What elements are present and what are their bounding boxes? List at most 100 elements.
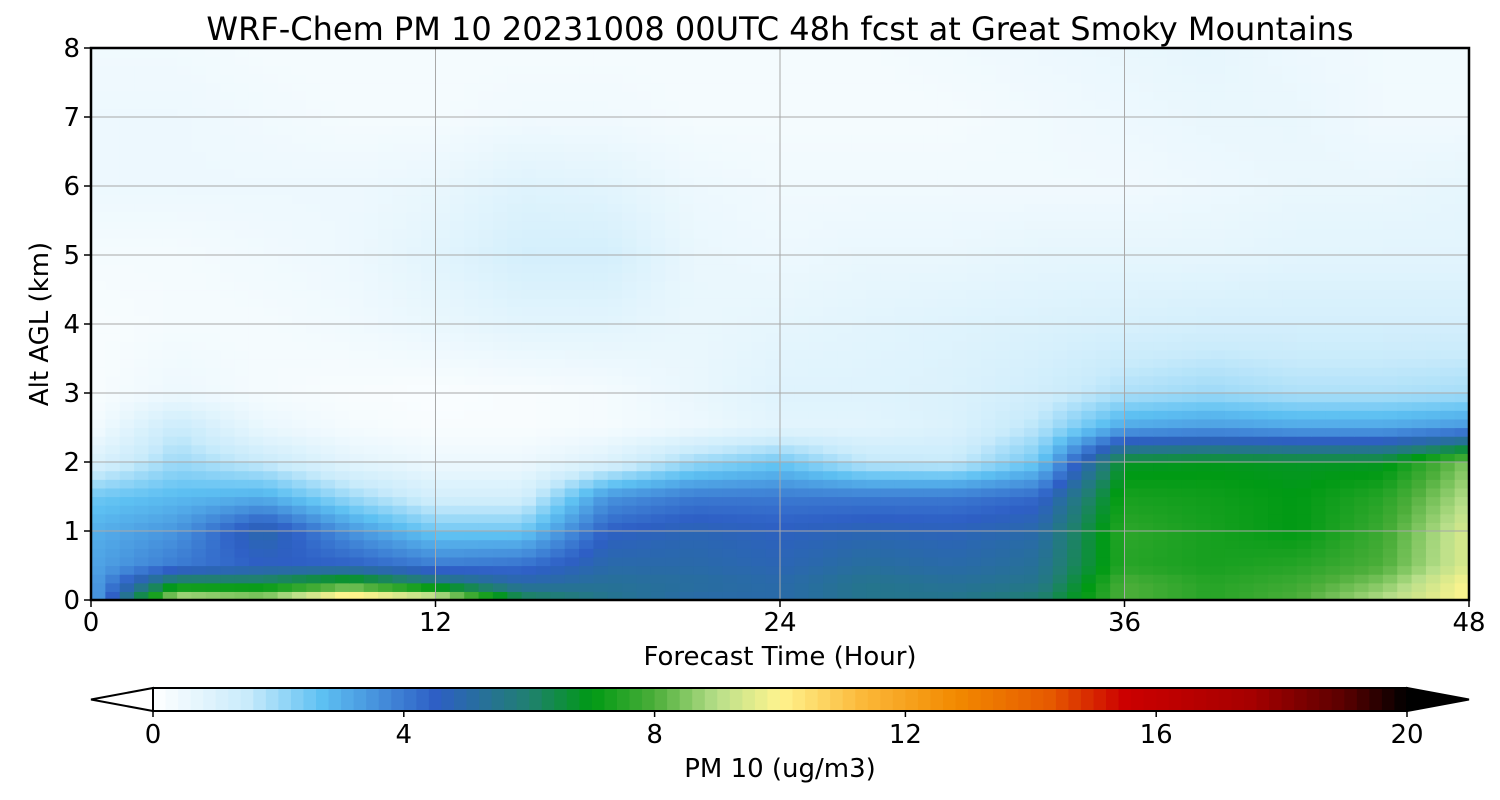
heatmap-cell bbox=[464, 453, 480, 463]
heatmap-cell bbox=[708, 556, 724, 567]
heatmap-cell bbox=[191, 186, 207, 196]
heatmap-cell bbox=[1440, 565, 1456, 575]
heatmap-cell bbox=[435, 479, 451, 489]
heatmap-cell bbox=[995, 272, 1011, 282]
heatmap-cell bbox=[1325, 349, 1341, 360]
heatmap-cell bbox=[349, 548, 365, 558]
heatmap-cell bbox=[1095, 444, 1111, 454]
heatmap-cell bbox=[980, 306, 996, 316]
heatmap-cell bbox=[564, 237, 580, 247]
heatmap-cell bbox=[119, 574, 135, 584]
heatmap-cell bbox=[751, 255, 767, 265]
heatmap-cell bbox=[148, 582, 164, 592]
heatmap-cell bbox=[1181, 186, 1197, 196]
heatmap-cell bbox=[335, 470, 350, 480]
heatmap-cell bbox=[894, 160, 910, 170]
heatmap-cell bbox=[1052, 487, 1068, 498]
heatmap-cell bbox=[808, 539, 824, 549]
heatmap-cell bbox=[780, 211, 795, 222]
heatmap-cell bbox=[421, 393, 437, 403]
heatmap-cell bbox=[923, 522, 939, 532]
heatmap-cell bbox=[162, 324, 178, 334]
heatmap-cell bbox=[320, 315, 336, 325]
heatmap-cell bbox=[952, 324, 968, 334]
heatmap-cell bbox=[91, 531, 106, 541]
heatmap-cell bbox=[564, 401, 580, 411]
heatmap-cell bbox=[1009, 505, 1025, 515]
heatmap-cell bbox=[1253, 203, 1269, 213]
heatmap-cell bbox=[1440, 401, 1456, 411]
heatmap-cell bbox=[435, 315, 451, 325]
heatmap-cell bbox=[1296, 315, 1312, 325]
heatmap-cell bbox=[952, 487, 968, 498]
heatmap-cell bbox=[780, 220, 795, 230]
heatmap-cell bbox=[1354, 548, 1370, 558]
heatmap-cell bbox=[119, 367, 135, 377]
heatmap-cell bbox=[162, 280, 178, 291]
heatmap-cell bbox=[392, 522, 408, 532]
heatmap-cell bbox=[1224, 306, 1240, 316]
heatmap-cell bbox=[1354, 505, 1370, 515]
heatmap-cell bbox=[1081, 496, 1097, 506]
heatmap-cell bbox=[851, 229, 867, 239]
heatmap-cell bbox=[564, 280, 580, 291]
heatmap-cell bbox=[134, 160, 150, 170]
heatmap-cell bbox=[1210, 574, 1226, 584]
heatmap-cell bbox=[1440, 496, 1456, 506]
heatmap-cell bbox=[205, 186, 221, 196]
heatmap-cell bbox=[478, 168, 494, 178]
heatmap-cell bbox=[1009, 522, 1025, 532]
heatmap-cell bbox=[1239, 556, 1255, 567]
heatmap-cell bbox=[980, 263, 996, 273]
heatmap-cell bbox=[1167, 298, 1183, 308]
heatmap-cell bbox=[837, 496, 853, 506]
heatmap-cell bbox=[1181, 522, 1197, 532]
heatmap-cell bbox=[636, 160, 652, 170]
heatmap-cell bbox=[478, 487, 494, 498]
heatmap-cell bbox=[1038, 548, 1054, 558]
heatmap-cell bbox=[406, 211, 422, 222]
heatmap-cell bbox=[363, 384, 379, 394]
heatmap-cell bbox=[579, 324, 594, 334]
heatmap-cell bbox=[320, 349, 336, 360]
heatmap-cell bbox=[1454, 349, 1470, 360]
heatmap-cell bbox=[1181, 298, 1197, 308]
heatmap-cell bbox=[851, 220, 867, 230]
heatmap-cell bbox=[263, 280, 279, 291]
heatmap-cell bbox=[880, 531, 896, 541]
heatmap-cell bbox=[607, 539, 623, 549]
heatmap-cell bbox=[162, 315, 178, 325]
heatmap-cell bbox=[378, 358, 394, 368]
heatmap-cell bbox=[177, 168, 193, 178]
heatmap-cell bbox=[1354, 513, 1370, 523]
heatmap-cell bbox=[406, 237, 422, 247]
heatmap-cell bbox=[736, 272, 752, 282]
heatmap-cell bbox=[1024, 591, 1039, 601]
heatmap-cell bbox=[1268, 280, 1283, 291]
heatmap-cell bbox=[765, 315, 781, 325]
heatmap-cell bbox=[894, 358, 910, 368]
heatmap-cell bbox=[1397, 591, 1413, 601]
heatmap-cell bbox=[435, 496, 451, 506]
heatmap-cell bbox=[263, 255, 279, 265]
heatmap-cell bbox=[1095, 565, 1111, 575]
heatmap-cell bbox=[1239, 220, 1255, 230]
heatmap-cell bbox=[1181, 496, 1197, 506]
heatmap-cell bbox=[1325, 280, 1341, 291]
heatmap-cell bbox=[1282, 522, 1298, 532]
heatmap-cell bbox=[1425, 539, 1441, 549]
heatmap-cell bbox=[1239, 375, 1255, 385]
heatmap-cell bbox=[148, 436, 164, 446]
heatmap-cell bbox=[1167, 393, 1183, 403]
heatmap-cell bbox=[1196, 539, 1212, 549]
heatmap-cell bbox=[823, 263, 839, 273]
heatmap-cell bbox=[435, 367, 451, 377]
heatmap-cell bbox=[607, 324, 623, 334]
heatmap-cell bbox=[751, 410, 767, 420]
heatmap-cell bbox=[751, 160, 767, 170]
heatmap-cell bbox=[1210, 263, 1226, 273]
heatmap-cell bbox=[320, 324, 336, 334]
heatmap-cell bbox=[1067, 168, 1083, 178]
heatmap-cell bbox=[464, 194, 480, 204]
heatmap-cell bbox=[1153, 591, 1169, 601]
